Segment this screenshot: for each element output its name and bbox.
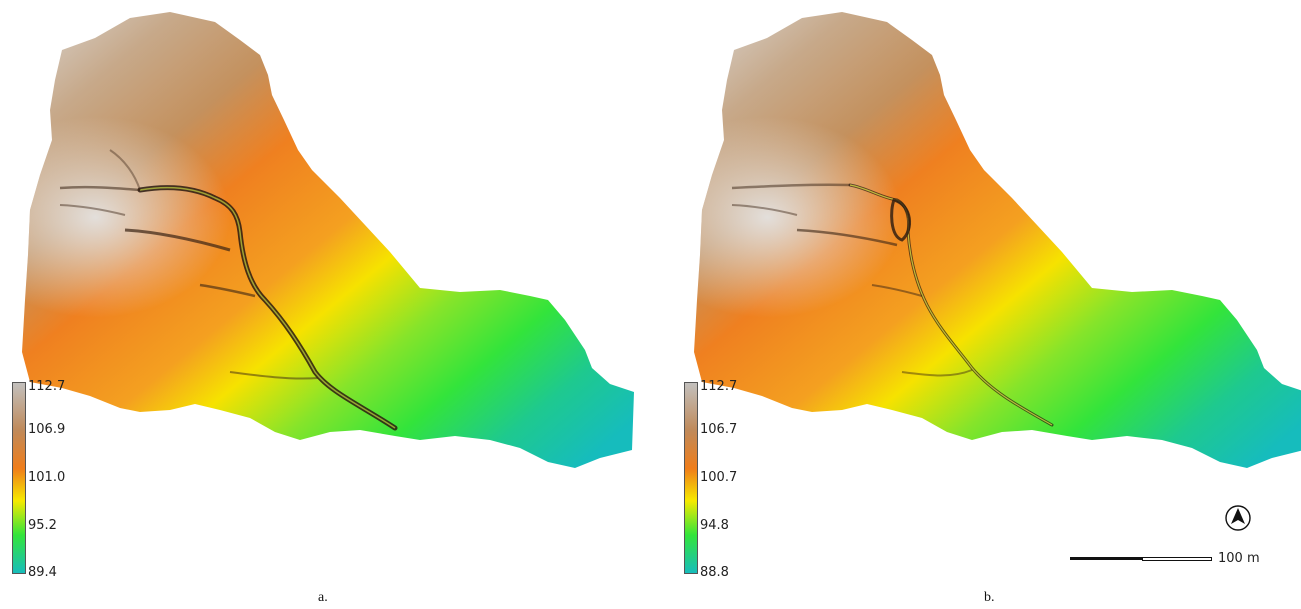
- tributary: [731, 204, 798, 216]
- panel-caption-b: b.: [984, 590, 995, 605]
- north-label: N: [1235, 521, 1241, 529]
- tributary: [796, 228, 898, 247]
- north-arrow-icon: N: [1225, 505, 1251, 531]
- legend-label-max: 112.7: [700, 379, 738, 394]
- tributary: [109, 149, 141, 191]
- legend-label-min: 89.4: [28, 565, 57, 580]
- elevation-legend: 112.7 106.7 100.7 94.8 88.8: [684, 379, 764, 580]
- channel-loop: [890, 198, 911, 242]
- legend-label-max: 112.7: [28, 379, 66, 394]
- tributary: [901, 369, 973, 377]
- tributary: [59, 185, 141, 192]
- tributary: [229, 371, 319, 380]
- legend-label-min: 88.8: [700, 565, 729, 580]
- scale-bar-segment: [1142, 557, 1212, 561]
- tributary: [199, 283, 256, 298]
- tributary: [871, 284, 923, 297]
- tributary: [731, 183, 851, 190]
- scale-bar-label: 100 m: [1218, 551, 1260, 566]
- legend-color-ramp: [684, 382, 698, 574]
- scale-bar-segment: [1070, 557, 1142, 560]
- elevation-map-b: [694, 12, 1301, 468]
- legend-label: 101.0: [28, 470, 66, 485]
- elevation-map-a: [22, 12, 634, 468]
- legend-label: 100.7: [700, 470, 738, 485]
- legend-label: 106.9: [28, 422, 66, 437]
- map-panel-b: 112.7 106.7 100.7 94.8 88.8 b.: [672, 0, 1301, 609]
- legend-label: 106.7: [700, 422, 738, 437]
- panel-caption-a: a.: [318, 590, 328, 605]
- legend-label: 94.8: [700, 518, 729, 533]
- tributary: [59, 204, 126, 216]
- legend-label: 95.2: [28, 518, 57, 533]
- legend-color-ramp: [12, 382, 26, 574]
- elevation-legend: 112.7 106.9 101.0 95.2 89.4: [12, 379, 92, 580]
- scale-bar: 100 m: [1070, 551, 1260, 566]
- tributary: [124, 228, 231, 252]
- map-panel-a: 112.7 106.9 101.0 95.2 89.4 a.: [0, 0, 650, 609]
